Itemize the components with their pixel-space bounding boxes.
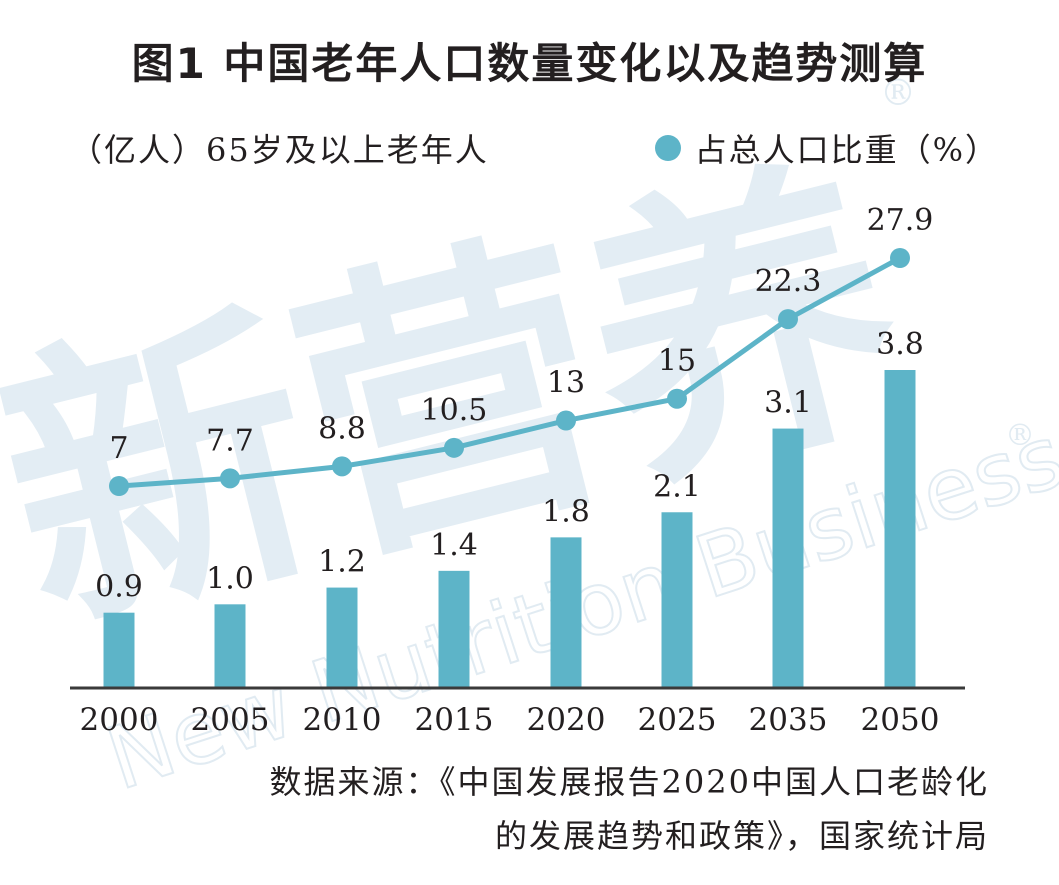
- ratio-label-2010: 8.8: [318, 411, 366, 446]
- ratio-point-2005: [220, 468, 240, 489]
- ratio-point-2050: [890, 248, 910, 268]
- x-tick-label-2020: 2020: [527, 702, 606, 738]
- bar-label-2015: 1.4: [430, 528, 478, 563]
- bar-2025: [661, 512, 693, 688]
- legend-bar-series: （亿人）65岁及以上老年人: [70, 131, 489, 169]
- x-tick-label-2015: 2015: [415, 702, 494, 738]
- ratio-label-2020: 13: [547, 366, 585, 401]
- ratio-label-2035: 22.3: [755, 264, 822, 299]
- ratio-label-2015: 10.5: [421, 393, 488, 428]
- ratio-point-2025: [667, 388, 687, 409]
- ratio-point-2035: [778, 309, 798, 330]
- bar-label-2035: 3.1: [764, 386, 812, 421]
- ratio-point-2020: [556, 410, 576, 431]
- bar-label-2050: 3.8: [876, 327, 924, 362]
- x-tick-label-2050: 2050: [861, 702, 940, 738]
- ratio-point-2010: [332, 456, 352, 477]
- bar-2000: [103, 612, 135, 688]
- chart-title: 图1 中国老年人口数量变化以及趋势测算: [131, 39, 928, 88]
- ratio-label-2050: 27.9: [867, 203, 934, 238]
- legend: （亿人）65岁及以上老年人 占总人口比重（%）: [70, 125, 999, 171]
- bar-label-2020: 1.8: [542, 494, 590, 529]
- bar-label-2010: 1.2: [318, 545, 366, 580]
- ratio-label-2005: 7.7: [206, 423, 254, 458]
- x-tick-label-2025: 2025: [638, 702, 717, 738]
- ratio-point-2015: [444, 437, 464, 458]
- bar-label-2005: 1.0: [206, 561, 254, 596]
- source-line-1: 数据来源：《中国发展报告2020中国人口老龄化: [269, 763, 989, 801]
- bar-label-2000: 0.9: [95, 570, 143, 605]
- legend-dot-icon: [654, 135, 681, 161]
- bar-2015: [438, 570, 470, 688]
- x-tick-label-2000: 2000: [80, 702, 159, 738]
- bar-2005: [214, 604, 246, 688]
- bar-label-2025: 2.1: [653, 469, 701, 504]
- bar-2035: [772, 428, 804, 688]
- x-tick-label-2005: 2005: [191, 702, 270, 738]
- ratio-line: [118, 255, 902, 489]
- ratio-label-2025: 15: [658, 344, 696, 379]
- legend-line-series: 占总人口比重（%）: [654, 125, 999, 171]
- x-tick-label-2035: 2035: [749, 702, 828, 738]
- legend-line-label: 占总人口比重（%）: [694, 131, 999, 169]
- source-line-2: 的发展趋势和政策》，国家统计局: [494, 817, 989, 855]
- bar-2050: [884, 370, 916, 688]
- data-source: 数据来源：《中国发展报告2020中国人口老龄化 的发展趋势和政策》，国家统计局: [270, 755, 989, 863]
- ratio-label-2000: 7: [109, 431, 128, 466]
- ratio-point-2000: [109, 476, 129, 496]
- bar-2020: [550, 537, 582, 688]
- bar-2010: [326, 587, 358, 688]
- x-tick-label-2010: 2010: [303, 702, 382, 738]
